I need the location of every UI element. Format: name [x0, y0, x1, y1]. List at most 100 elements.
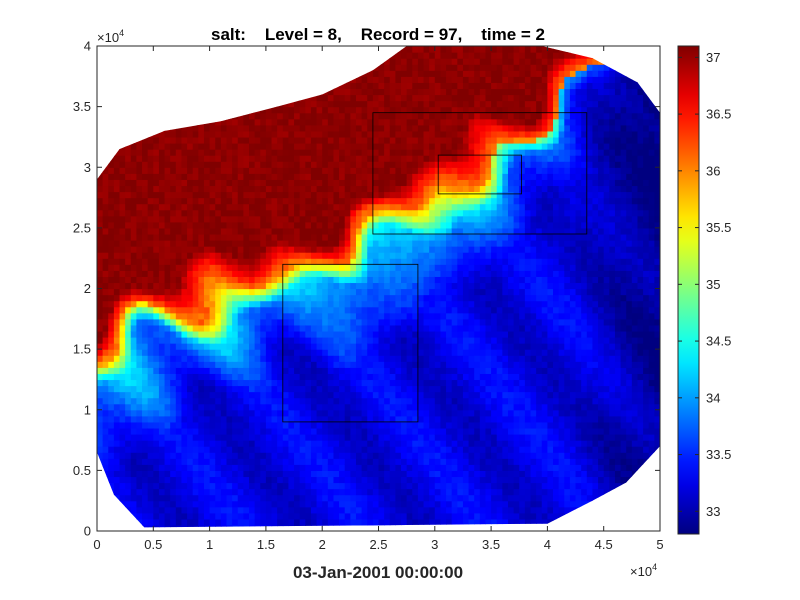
- heatmap-cell: [406, 143, 413, 150]
- heatmap-cell: [310, 512, 318, 520]
- heatmap-cell: [378, 112, 385, 120]
- heatmap-cell: [125, 397, 132, 405]
- heatmap-cell: [119, 409, 126, 417]
- heatmap-cell: [294, 252, 301, 259]
- heatmap-cell: [130, 330, 138, 338]
- heatmap-cell: [282, 130, 290, 138]
- heatmap-cell: [417, 197, 425, 205]
- heatmap-cell: [203, 179, 211, 187]
- heatmap-cell: [102, 167, 109, 174]
- heatmap-cell: [254, 367, 261, 374]
- heatmap-cell: [412, 355, 419, 362]
- heatmap-cell: [333, 167, 340, 174]
- heatmap-cell: [412, 161, 419, 168]
- heatmap-cell: [395, 318, 402, 326]
- heatmap-cell: [158, 221, 166, 229]
- heatmap-cell: [136, 191, 143, 199]
- heatmap-cell: [113, 476, 121, 484]
- heatmap-cell: [108, 452, 115, 459]
- heatmap-cell: [417, 343, 425, 350]
- heatmap-cell: [164, 233, 171, 241]
- heatmap-cell: [361, 506, 368, 514]
- heatmap-cell: [147, 155, 154, 162]
- heatmap-cell: [125, 494, 132, 502]
- heatmap-cell: [429, 258, 436, 265]
- heatmap-cell: [322, 227, 329, 235]
- heatmap-cell: [215, 409, 222, 417]
- heatmap-cell: [361, 240, 368, 247]
- heatmap-cell: [220, 373, 228, 381]
- heatmap-cell: [350, 130, 357, 138]
- heatmap-cell: [344, 306, 351, 314]
- heatmap-cell: [429, 506, 436, 514]
- heatmap-cell: [423, 143, 430, 150]
- heatmap-cell: [355, 324, 363, 332]
- heatmap-cell: [384, 88, 391, 96]
- heatmap-cell: [316, 276, 323, 284]
- heatmap-cell: [434, 215, 442, 223]
- heatmap-cell: [243, 179, 250, 187]
- heatmap-cell: [181, 276, 188, 284]
- heatmap-cell: [384, 276, 391, 284]
- heatmap-cell: [147, 343, 154, 350]
- heatmap-cell: [232, 434, 239, 441]
- heatmap-cell: [412, 427, 419, 435]
- heatmap-cell: [305, 100, 312, 108]
- heatmap-cell: [97, 240, 104, 247]
- heatmap-cell: [316, 324, 323, 332]
- heatmap-cell: [305, 294, 312, 302]
- heatmap-cell: [378, 124, 385, 132]
- heatmap-cell: [181, 440, 188, 447]
- heatmap-cell: [249, 197, 256, 205]
- heatmap-cell: [136, 294, 143, 302]
- heatmap-cell: [327, 252, 335, 259]
- heatmap-cell: [209, 240, 216, 247]
- heatmap-cell: [209, 361, 216, 368]
- heatmap-cell: [97, 349, 104, 356]
- heatmap-cell: [282, 209, 290, 217]
- heatmap-cell: [294, 240, 301, 247]
- heatmap-cell: [367, 361, 374, 368]
- heatmap-cell: [254, 288, 261, 296]
- heatmap-cell: [417, 355, 425, 362]
- heatmap-cell: [147, 458, 154, 465]
- heatmap-cell: [260, 409, 267, 417]
- heatmap-cell: [175, 252, 183, 259]
- heatmap-cell: [265, 324, 273, 332]
- heatmap-cell: [226, 494, 233, 502]
- heatmap-cell: [130, 415, 138, 423]
- heatmap-cell: [299, 161, 306, 168]
- heatmap-cell: [299, 100, 306, 108]
- heatmap-cell: [384, 343, 391, 350]
- heatmap-cell: [220, 506, 228, 514]
- heatmap-cell: [384, 240, 391, 247]
- heatmap-cell: [125, 391, 132, 399]
- heatmap-cell: [322, 300, 329, 308]
- heatmap-cell: [395, 518, 402, 526]
- heatmap-cell: [147, 391, 154, 399]
- heatmap-cell: [361, 288, 368, 296]
- heatmap-cell: [282, 361, 290, 368]
- heatmap-cell: [175, 246, 183, 253]
- heatmap-cell: [203, 203, 211, 211]
- heatmap-cell: [316, 397, 323, 405]
- heatmap-cell: [125, 403, 132, 411]
- heatmap-cell: [153, 427, 160, 435]
- heatmap-cell: [282, 476, 290, 484]
- heatmap-cell: [344, 397, 351, 405]
- heatmap-cell: [113, 167, 121, 174]
- heatmap-cell: [232, 294, 239, 302]
- heatmap-cell: [434, 349, 442, 356]
- heatmap-cell: [322, 391, 329, 399]
- heatmap-cell: [249, 379, 256, 387]
- heatmap-cell: [153, 324, 160, 332]
- heatmap-cell: [170, 488, 177, 496]
- heatmap-cell: [226, 440, 233, 447]
- plot-area: 0 0.5 1 1.5 2 2.5 3 3.5 4 4.5 5 00.511.522.533.54: [73, 39, 664, 553]
- heatmap-cell: [254, 434, 261, 441]
- heatmap-cell: [102, 349, 109, 356]
- heatmap-cell: [333, 482, 340, 490]
- heatmap-cell: [97, 233, 104, 241]
- heatmap-cell: [232, 403, 239, 411]
- heatmap-cell: [170, 179, 177, 187]
